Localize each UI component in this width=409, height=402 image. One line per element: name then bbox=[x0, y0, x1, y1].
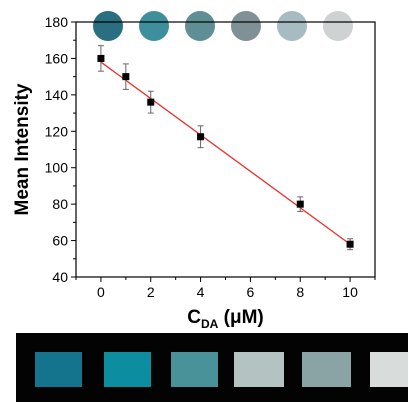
data-point bbox=[197, 133, 205, 141]
color-swatch-circle bbox=[185, 11, 215, 41]
x-axis-title-main: C bbox=[187, 307, 201, 328]
photo-strip bbox=[16, 333, 408, 402]
data-point-layer bbox=[97, 54, 354, 248]
y-tick-label: 140 bbox=[45, 87, 69, 103]
y-tick-label: 60 bbox=[52, 233, 68, 249]
y-axis-ticks: 40 60 80 100 120 140 160 180 bbox=[45, 14, 76, 285]
photo-swatch bbox=[234, 352, 284, 387]
color-swatch-row bbox=[93, 11, 353, 41]
x-axis-title-subscript: DA bbox=[201, 317, 219, 330]
y-tick-label: 160 bbox=[45, 50, 69, 66]
x-tick-label: 6 bbox=[247, 284, 255, 300]
y-tick-label: 180 bbox=[45, 14, 69, 30]
color-swatch-circle bbox=[139, 11, 169, 41]
x-tick-label: 0 bbox=[97, 284, 105, 300]
x-tick-label: 2 bbox=[147, 284, 155, 300]
y-axis-title: Mean Intensity bbox=[12, 83, 33, 215]
photo-swatch bbox=[370, 352, 408, 387]
data-point bbox=[346, 240, 354, 248]
x-axis-title-unit: (μM) bbox=[218, 307, 263, 328]
x-tick-label: 8 bbox=[296, 284, 304, 300]
y-tick-label: 40 bbox=[52, 269, 68, 285]
photo-swatch bbox=[171, 352, 218, 387]
y-tick-label: 80 bbox=[52, 196, 68, 212]
data-point bbox=[296, 200, 304, 208]
color-swatch-circle bbox=[231, 11, 261, 41]
y-tick-label: 100 bbox=[45, 160, 69, 176]
data-point bbox=[147, 98, 155, 106]
y-tick-label: 120 bbox=[45, 123, 69, 139]
fit-line-layer bbox=[100, 61, 351, 245]
x-tick-label: 4 bbox=[197, 284, 205, 300]
chart: 0 2 4 6 8 10 40 60 80 100 120 140 160 180 Mean Inten… bbox=[12, 11, 376, 330]
plot-frame bbox=[75, 21, 376, 278]
x-axis-title: CDA (μM) bbox=[187, 307, 263, 330]
data-point bbox=[122, 73, 130, 81]
color-swatch-circle bbox=[93, 11, 123, 41]
x-axis-ticks: 0 2 4 6 8 10 bbox=[75, 277, 376, 300]
color-swatch-circle bbox=[277, 11, 307, 41]
photo-swatch bbox=[302, 352, 351, 387]
fit-line bbox=[100, 61, 351, 245]
photo-swatch bbox=[104, 352, 151, 387]
photo-swatch bbox=[35, 352, 82, 387]
data-point bbox=[97, 54, 105, 62]
x-tick-label: 10 bbox=[342, 284, 358, 300]
color-swatch-circle bbox=[323, 11, 353, 41]
